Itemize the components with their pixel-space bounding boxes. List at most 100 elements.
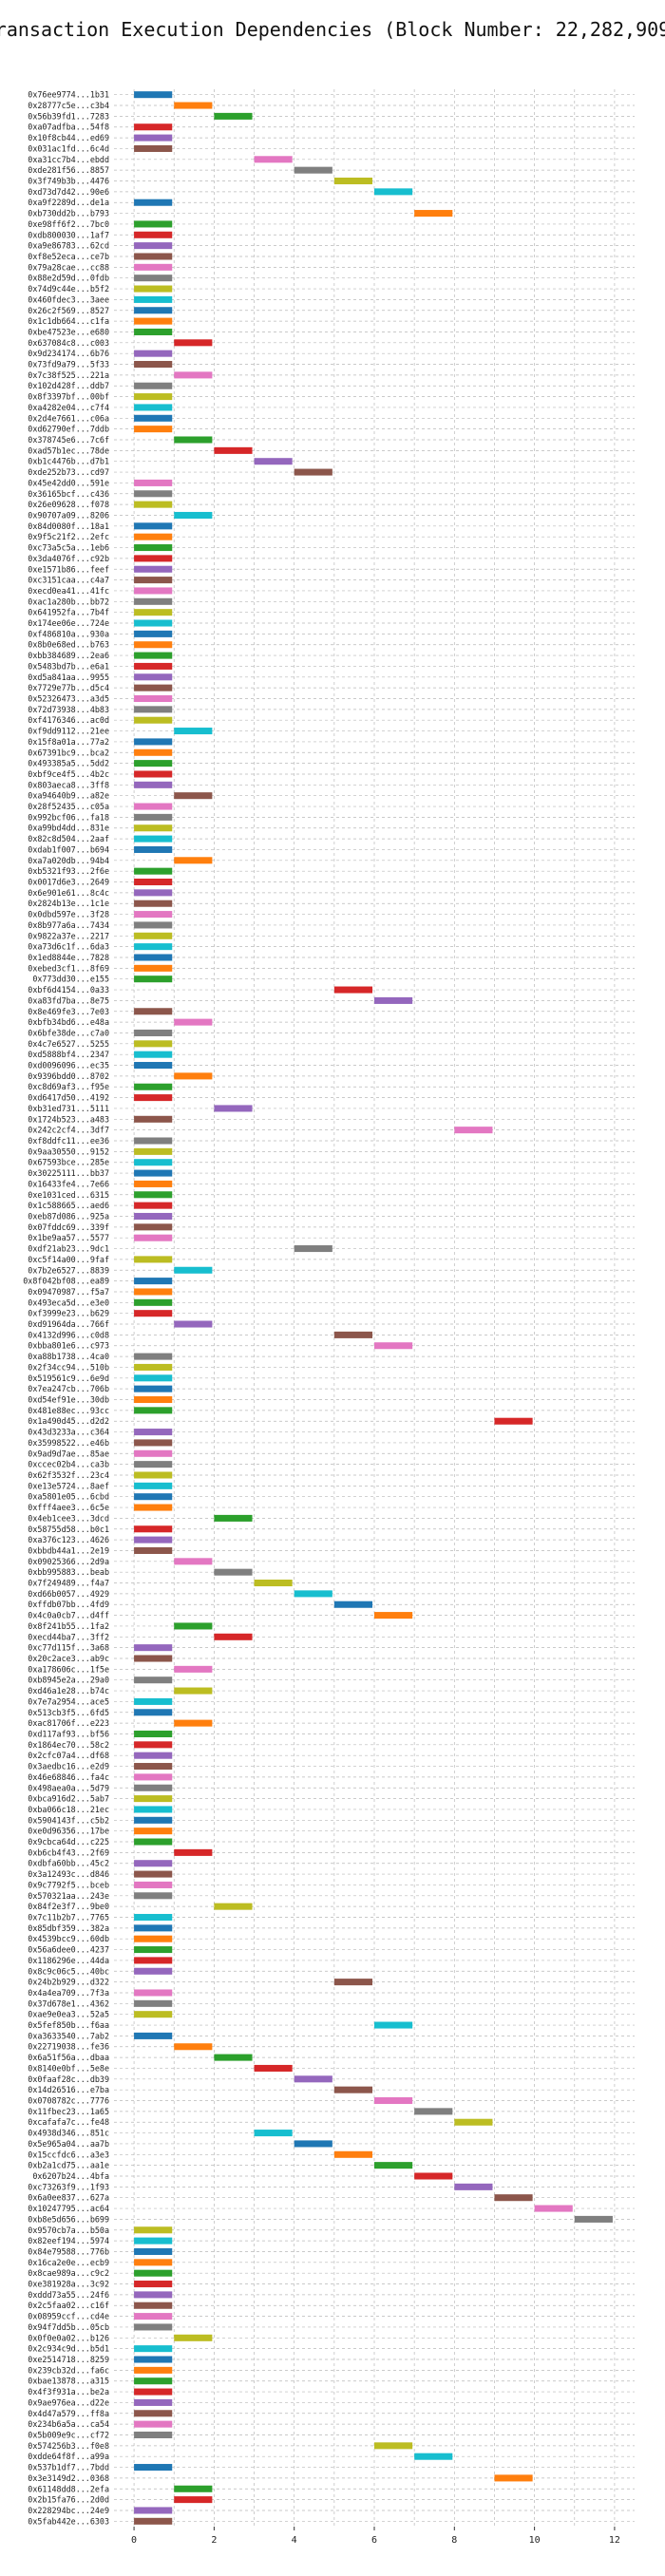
- transaction-bar: [134, 900, 173, 907]
- transaction-bar: [134, 555, 173, 562]
- transaction-bar: [134, 2237, 173, 2245]
- transaction-label: 0x74d9c44e...b5f2: [28, 284, 109, 294]
- transaction-bar: [494, 2194, 533, 2202]
- transaction-bar: [134, 295, 173, 303]
- transaction-bar: [174, 857, 213, 864]
- transaction-bar: [134, 1429, 173, 1436]
- transaction-label: 0xbb995883...beab: [28, 1567, 109, 1577]
- transaction-bar: [174, 371, 213, 379]
- transaction-label: 0xb5321f93...2f6e: [28, 866, 109, 876]
- transaction-label: 0x8b977a6a...7434: [28, 920, 109, 930]
- transaction-bar: [254, 1580, 293, 1587]
- transaction-label: 0x7e7a2954...ace5: [28, 1696, 109, 1706]
- transaction-label: 0x7729e77b...d5c4: [28, 683, 109, 692]
- transaction-bar: [134, 501, 173, 508]
- transaction-bar: [494, 1417, 533, 1425]
- transaction-label: 0xdde64f8f...a99a: [28, 2452, 109, 2461]
- transaction-label: 0x9396bdd0...8702: [28, 1071, 109, 1081]
- x-tick-label: 10: [529, 2535, 541, 2546]
- transaction-label: 0xde281f56...8857: [28, 165, 109, 175]
- transaction-label: 0x82eef194...5974: [28, 2236, 109, 2245]
- transaction-label: 0xc5f14a00...9faf: [28, 1255, 109, 1264]
- transaction-bar: [254, 2064, 293, 2072]
- transaction-label: 0x7b2e6527...8839: [28, 1265, 109, 1275]
- transaction-label: 0x1be9aa57...5577: [28, 1233, 109, 1242]
- transaction-label: 0x6e901e61...8c4c: [28, 888, 109, 898]
- transaction-label: 0x9aa30550...9152: [28, 1146, 109, 1156]
- transaction-bar: [333, 986, 372, 994]
- transaction-label: 0xa178606c...1f5e: [28, 1664, 109, 1674]
- transaction-label: 0x84f2e3f7...9be0: [28, 1902, 109, 1911]
- transaction-bar: [294, 2075, 332, 2083]
- transaction-label: 0x570321aa...243e: [28, 1891, 109, 1901]
- transaction-bar: [134, 1816, 173, 1824]
- transaction-bar: [414, 2172, 453, 2180]
- transaction-label: 0xecd44ba7...3ff2: [28, 1632, 109, 1641]
- transaction-label: 0xbf9ce4f5...4b2c: [28, 769, 109, 779]
- transaction-bar: [134, 803, 173, 810]
- transaction-label: 0xc3151caa...c4a7: [28, 576, 109, 585]
- transaction-label: 0x2cfc07a4...df68: [28, 1751, 109, 1760]
- transaction-bar: [534, 2205, 573, 2212]
- transaction-bar: [134, 91, 173, 99]
- transaction-label: 0x6a0ee837...627a: [28, 2193, 109, 2203]
- transaction-bar: [134, 577, 173, 584]
- transaction-bar: [134, 760, 173, 767]
- transaction-bar: [134, 597, 173, 605]
- transaction-label: 0x9570cb7a...b50a: [28, 2226, 109, 2235]
- transaction-bar: [134, 1644, 173, 1652]
- transaction-bar: [174, 511, 213, 520]
- transaction-label: 0xbca916d2...5ab7: [28, 1794, 109, 1804]
- transaction-label: 0x992bcf06...fa18: [28, 812, 109, 822]
- transaction-label: 0x9c7792f5...bceb: [28, 1880, 109, 1889]
- transaction-label: 0xd6417d50...4192: [28, 1093, 109, 1103]
- transaction-bar: [134, 382, 173, 389]
- transaction-bar: [134, 2301, 173, 2309]
- transaction-bar: [374, 996, 413, 1004]
- transaction-label: 0x481e88ec...93cc: [28, 1406, 109, 1415]
- transaction-bar: [134, 770, 173, 778]
- transaction-bar: [374, 2442, 413, 2450]
- transaction-bar: [134, 1525, 173, 1533]
- transaction-label: 0x4f3f931a...be2a: [28, 2387, 109, 2396]
- transaction-bar: [134, 1115, 173, 1123]
- transaction-bar: [134, 2507, 173, 2514]
- transaction-label: 0xd0096096...ec35: [28, 1061, 109, 1070]
- transaction-label: 0xb8e5d656...b699: [28, 2214, 109, 2224]
- transaction-label: 0xb6cb4f43...2f69: [28, 1847, 109, 1857]
- transaction-bar: [494, 2474, 533, 2482]
- transaction-bar: [134, 1989, 173, 1997]
- transaction-bar: [134, 1147, 173, 1155]
- transaction-label: 0x2c934c9d...b5d1: [28, 2344, 109, 2354]
- transaction-bar: [134, 975, 173, 983]
- transaction-label: 0x5e965a04...aa7b: [28, 2139, 109, 2149]
- transaction-bar: [134, 1957, 173, 1964]
- transaction-label: 0xd46a1e28...b74c: [28, 1686, 109, 1695]
- transaction-bar: [134, 1913, 173, 1922]
- transaction-label: 0x30225111...bb37: [28, 1168, 109, 1178]
- chart-title: Transaction Execution Dependencies (Bloc…: [0, 18, 665, 41]
- transaction-bar: [134, 1310, 173, 1317]
- transaction-label: 0x72d73938...4b83: [28, 705, 109, 714]
- transaction-bar: [134, 1741, 173, 1749]
- transaction-bar: [134, 1439, 173, 1447]
- transaction-bar: [174, 1622, 213, 1630]
- transaction-label: 0xb1c4476b...d7b1: [28, 457, 109, 466]
- transaction-label: 0xbfb34bd6...e48a: [28, 1017, 109, 1027]
- transaction-bar: [134, 1169, 173, 1177]
- transaction-label: 0xd66b0057...4929: [28, 1589, 109, 1599]
- transaction-label: 0x88e2d59d...0fdb: [28, 274, 109, 283]
- transaction-label: 0xd5888bf4...2347: [28, 1050, 109, 1059]
- transaction-label: 0x234b6a5a...ca54: [28, 2419, 109, 2429]
- transaction-label: 0x1a490d45...d2d2: [28, 1416, 109, 1426]
- transaction-label: 0x7ea247cb...706b: [28, 1384, 109, 1393]
- transaction-label: 0x242c2cf4...3df7: [28, 1126, 109, 1135]
- grid-layer: [114, 89, 635, 2527]
- transaction-bar: [134, 684, 173, 691]
- transaction-label: 0x43d3233a...c364: [28, 1428, 109, 1437]
- transaction-label: 0x4938d346...851c: [28, 2129, 109, 2138]
- transaction-bar: [294, 1245, 332, 1253]
- transaction-label: 0x8f241b55...1fa2: [28, 1621, 109, 1631]
- transaction-label: 0xba066c18...21ec: [28, 1805, 109, 1814]
